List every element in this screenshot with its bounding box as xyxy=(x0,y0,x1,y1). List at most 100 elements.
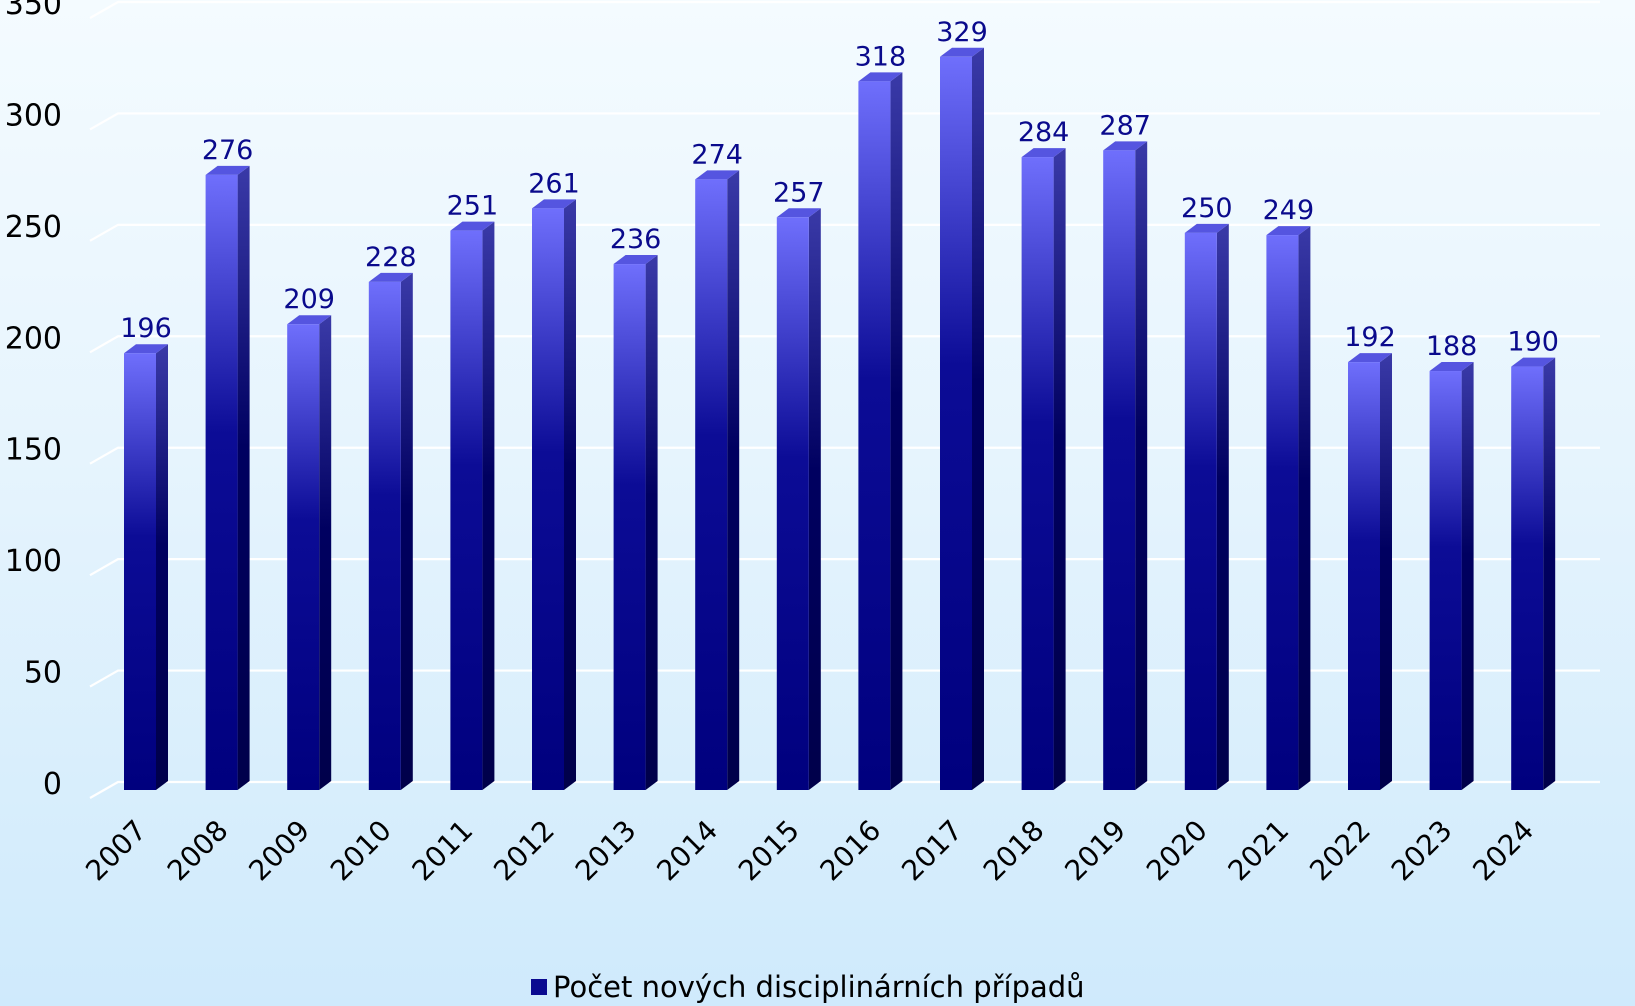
bar xyxy=(1103,150,1136,790)
bar-side xyxy=(808,208,821,790)
bar xyxy=(1021,157,1054,791)
bar-top xyxy=(205,165,250,175)
bar-2015 xyxy=(776,208,821,790)
bar xyxy=(287,324,320,790)
y-tick-label: 50 xyxy=(24,656,62,691)
x-tick-label: 2009 xyxy=(242,814,316,888)
data-label: 196 xyxy=(120,313,172,344)
data-label: 228 xyxy=(365,242,417,273)
bar-side xyxy=(645,255,658,791)
bar-2012 xyxy=(532,199,576,791)
x-tick-label: 2013 xyxy=(569,814,643,888)
data-label: 276 xyxy=(202,135,254,166)
bar-top xyxy=(776,208,821,218)
bar-2013 xyxy=(613,255,658,791)
data-label: 287 xyxy=(1099,110,1151,141)
legend-swatch xyxy=(531,979,547,995)
bar-side xyxy=(1053,148,1066,791)
x-tick-label: 2020 xyxy=(1140,814,1214,888)
bar xyxy=(613,264,646,790)
gridline xyxy=(89,0,1600,19)
y-axis: 0 50 100 150 200 250 300 350 xyxy=(5,0,62,802)
y-tick-label: 150 xyxy=(5,433,62,468)
x-tick-label: 2015 xyxy=(732,814,806,888)
x-tick-label: 2007 xyxy=(79,814,153,888)
bar-top xyxy=(613,255,658,265)
bar xyxy=(1348,362,1380,790)
data-label: 261 xyxy=(528,168,580,199)
y-tick-label: 0 xyxy=(43,767,62,802)
data-label: 190 xyxy=(1507,327,1559,358)
bar-top xyxy=(450,221,495,231)
bar-top xyxy=(695,170,740,180)
data-label: 192 xyxy=(1344,322,1396,353)
bar xyxy=(1184,232,1217,790)
bar-top xyxy=(532,199,576,209)
x-tick-label: 2014 xyxy=(650,814,724,888)
x-tick-label: 2012 xyxy=(487,814,561,888)
bar-2018 xyxy=(1021,148,1066,791)
y-tick-label: 300 xyxy=(5,98,62,133)
y-tick-label: 250 xyxy=(5,210,62,245)
bar xyxy=(1511,366,1544,790)
x-tick-label: 2022 xyxy=(1303,814,1377,888)
x-tick-label: 2017 xyxy=(895,814,969,888)
bar-top xyxy=(1103,141,1148,151)
bar-side xyxy=(972,47,984,791)
bar xyxy=(368,281,401,790)
bar-side xyxy=(1543,357,1556,790)
bar-2024 xyxy=(1511,357,1556,790)
bar-2009 xyxy=(287,315,332,790)
bar xyxy=(532,208,564,791)
bar-top xyxy=(1184,223,1229,233)
x-tick-label: 2023 xyxy=(1385,814,1459,888)
bar xyxy=(940,56,972,791)
bar-top xyxy=(1429,362,1474,372)
bar-top xyxy=(368,272,413,282)
data-label: 257 xyxy=(773,177,825,208)
bar-top xyxy=(858,72,903,82)
data-label: 251 xyxy=(447,191,499,222)
data-labels: 196 276 209 228 251 261 236 274 257 318 329 284 287 2… xyxy=(120,17,1559,362)
bar-2010 xyxy=(368,272,413,790)
y-tick-label: 350 xyxy=(5,0,62,22)
bar-2008 xyxy=(205,165,250,790)
data-label: 250 xyxy=(1181,193,1233,224)
bar-2017 xyxy=(940,47,984,791)
bar-side xyxy=(1380,353,1392,790)
bar-side xyxy=(1461,362,1474,790)
bar xyxy=(124,353,156,790)
bar xyxy=(1429,371,1462,790)
bar-side xyxy=(156,344,168,790)
data-label: 209 xyxy=(283,284,335,315)
x-tick-label: 2024 xyxy=(1466,814,1540,888)
bars xyxy=(124,47,1556,791)
bar xyxy=(695,179,728,790)
x-tick-label: 2008 xyxy=(161,814,235,888)
bar xyxy=(450,230,483,791)
gridline xyxy=(89,223,1600,242)
bar-2019 xyxy=(1103,141,1148,790)
x-tick-label: 2011 xyxy=(406,814,480,888)
bar xyxy=(858,81,891,791)
data-label: 274 xyxy=(691,139,743,170)
data-label: 188 xyxy=(1426,331,1478,362)
bar-side xyxy=(1135,141,1148,790)
bar-top xyxy=(940,47,984,57)
gridlines xyxy=(89,0,1600,799)
bar-side xyxy=(319,315,332,790)
data-label: 236 xyxy=(610,224,662,255)
bar-2014 xyxy=(695,170,740,790)
bar-top xyxy=(1266,226,1311,236)
data-label: 284 xyxy=(1018,117,1070,148)
bar-side xyxy=(237,165,250,790)
bar xyxy=(776,217,809,790)
bar-2021 xyxy=(1266,226,1311,791)
x-axis: 2007 2008 2009 2010 2011 2012 2013 2014 2015 2016… xyxy=(79,814,1540,888)
x-tick-label: 2021 xyxy=(1222,814,1296,888)
bar-side xyxy=(1216,223,1229,790)
bar-side xyxy=(564,199,576,791)
bar-side xyxy=(1298,226,1311,791)
